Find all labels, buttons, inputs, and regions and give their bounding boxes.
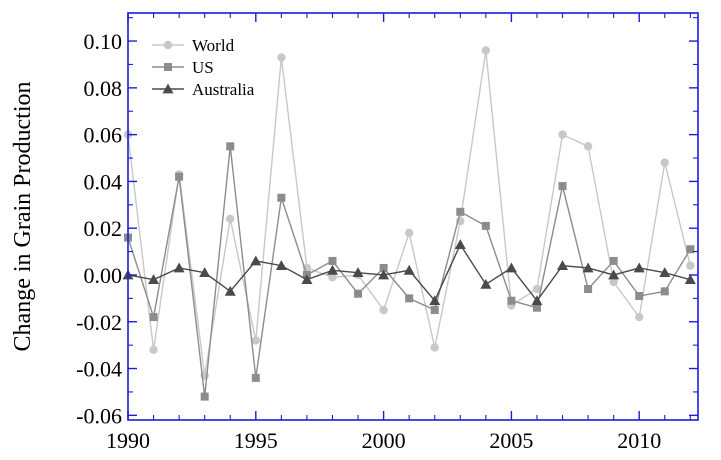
- x-tick-label: 2010: [617, 428, 661, 453]
- data-point-us: [686, 245, 695, 254]
- data-point-australia: [557, 260, 569, 271]
- data-point-us: [405, 294, 414, 303]
- data-point-us: [354, 289, 363, 298]
- data-point-us: [635, 292, 644, 301]
- data-point-us: [456, 207, 465, 216]
- data-point-australia: [480, 278, 492, 289]
- data-point-australia: [352, 267, 364, 278]
- data-point-world: [379, 305, 388, 315]
- data-point-world: [635, 312, 644, 322]
- data-point-australia: [224, 285, 236, 296]
- y-tick-label: -0.04: [76, 357, 122, 382]
- data-point-world: [328, 273, 337, 282]
- legend-label: US: [192, 58, 214, 77]
- data-point-australia: [301, 274, 313, 285]
- data-point-us: [328, 256, 337, 265]
- data-point-us: [660, 287, 669, 296]
- data-point-us: [507, 296, 516, 305]
- data-point-us: [584, 285, 593, 294]
- y-axis: 0.10 0.08 0.06 0.04 0.02 0.00 -0.02 -0.04 -0.06: [76, 17, 698, 428]
- data-point-australia: [684, 274, 696, 285]
- data-point-world: [404, 228, 414, 238]
- data-point-world: [558, 130, 567, 139]
- data-point-australia: [275, 260, 287, 271]
- data-point-world: [660, 158, 669, 167]
- data-point-australia: [429, 295, 441, 306]
- data-point-world: [609, 277, 618, 287]
- y-tick-label: 0.10: [84, 29, 123, 54]
- data-point-australia: [173, 262, 185, 273]
- legend-item-australia: Australia: [152, 80, 255, 99]
- data-point-us: [175, 172, 184, 181]
- data-point-us: [430, 306, 439, 315]
- legend-marker-circle: [163, 40, 173, 50]
- y-tick-label: 0.00: [84, 263, 123, 288]
- y-tick-label: 0.06: [84, 123, 123, 148]
- x-tick-label: 2000: [362, 428, 406, 453]
- data-point-world: [277, 53, 286, 62]
- data-point-world: [532, 284, 542, 294]
- data-point-world: [686, 261, 695, 270]
- legend-item-world: World: [152, 36, 235, 55]
- data-point-us: [226, 142, 235, 151]
- data-point-us: [481, 221, 490, 230]
- data-point-us: [558, 182, 567, 191]
- data-point-australia: [582, 262, 594, 273]
- plot-area: [122, 46, 696, 401]
- data-point-australia: [454, 239, 466, 249]
- series-us: [124, 142, 695, 401]
- data-point-australia: [378, 269, 390, 280]
- data-point-australia: [608, 269, 620, 280]
- legend-item-us: US: [152, 58, 214, 77]
- y-tick-label: -0.06: [76, 403, 122, 428]
- data-point-australia: [250, 255, 262, 266]
- data-point-world: [226, 214, 235, 224]
- data-point-us: [200, 392, 209, 401]
- data-point-australia: [403, 264, 415, 275]
- x-axis: 1990 1995 2000 2005 2010: [106, 13, 691, 453]
- data-point-australia: [326, 264, 338, 275]
- data-point-australia: [199, 267, 211, 278]
- data-point-australia: [633, 262, 645, 273]
- data-point-us: [251, 373, 260, 382]
- data-point-us: [149, 313, 158, 322]
- y-tick-label: -0.02: [76, 310, 122, 335]
- legend: World US Australia: [152, 36, 255, 99]
- x-tick-label: 2005: [489, 428, 533, 453]
- x-tick-label: 1995: [234, 428, 278, 453]
- y-tick-label: 0.04: [84, 169, 123, 194]
- axes-frame: [127, 12, 699, 421]
- legend-marker-triangle: [162, 83, 174, 94]
- data-point-us: [609, 256, 618, 265]
- data-point-world: [583, 142, 593, 151]
- data-point-world: [481, 46, 491, 55]
- data-point-australia: [659, 267, 671, 278]
- data-point-world: [430, 343, 439, 352]
- x-tick-label: 1990: [106, 428, 150, 453]
- data-point-australia: [148, 274, 160, 285]
- legend-label: World: [192, 36, 235, 55]
- data-point-world: [251, 336, 261, 345]
- y-tick-label: 0.08: [84, 76, 123, 101]
- data-point-us: [379, 263, 388, 272]
- legend-label: Australia: [192, 80, 255, 99]
- data-point-australia: [505, 262, 517, 273]
- y-axis-title: Change in Grain Production: [10, 82, 36, 352]
- y-tick-label: 0.02: [84, 216, 123, 241]
- data-point-world: [149, 345, 158, 355]
- data-point-us: [277, 193, 286, 202]
- legend-marker-square: [164, 63, 172, 71]
- data-point-australia: [531, 295, 543, 306]
- data-point-us: [532, 303, 541, 312]
- series-australia: [122, 239, 696, 306]
